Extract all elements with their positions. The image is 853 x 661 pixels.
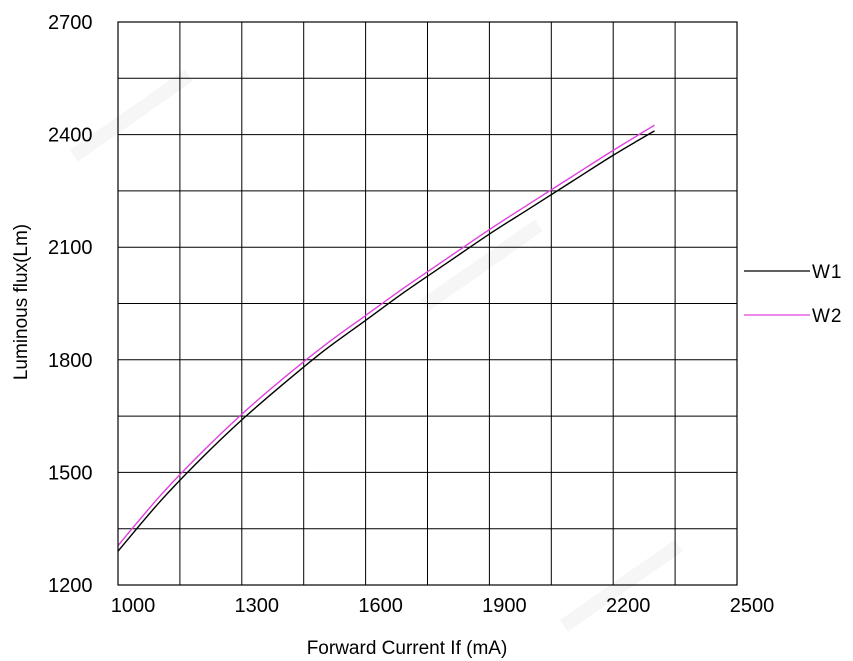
y-tick-label: 1200 [48,575,93,597]
legend-label-w2: W2 [812,306,843,327]
x-tick-label: 1900 [482,595,527,617]
x-tick-label: 1600 [358,595,403,617]
watermark-stripe [420,219,543,312]
x-axis-ticks: 1000 1300 1600 1900 2200 2500 [111,595,775,617]
y-tick-label: 2400 [48,125,93,147]
x-axis-label: Forward Current If (mA) [307,638,508,659]
y-tick-label: 1500 [48,462,93,484]
watermark-stripe [70,69,193,162]
series-layer [117,124,655,552]
plot-border [117,21,738,586]
y-tick-label: 2700 [48,12,93,34]
x-tick-label: 2500 [730,595,775,617]
x-tick-label: 1300 [235,595,280,617]
series-line-w1 [117,130,655,552]
y-axis-ticks: 1200 1500 1800 2100 2400 2700 [48,12,93,597]
x-tick-label: 2200 [606,595,651,617]
legend: W1 W2 [744,262,843,327]
x-tick-label: 1000 [111,595,156,617]
plot-frame [117,21,738,586]
y-tick-label: 1800 [48,350,93,372]
y-tick-label: 2100 [48,237,93,259]
legend-label-w1: W1 [812,262,843,283]
watermark-layer [70,69,683,632]
series-line-w2 [117,124,655,547]
y-axis-label: Luminous flux(Lm) [11,224,32,380]
grid [118,22,737,585]
